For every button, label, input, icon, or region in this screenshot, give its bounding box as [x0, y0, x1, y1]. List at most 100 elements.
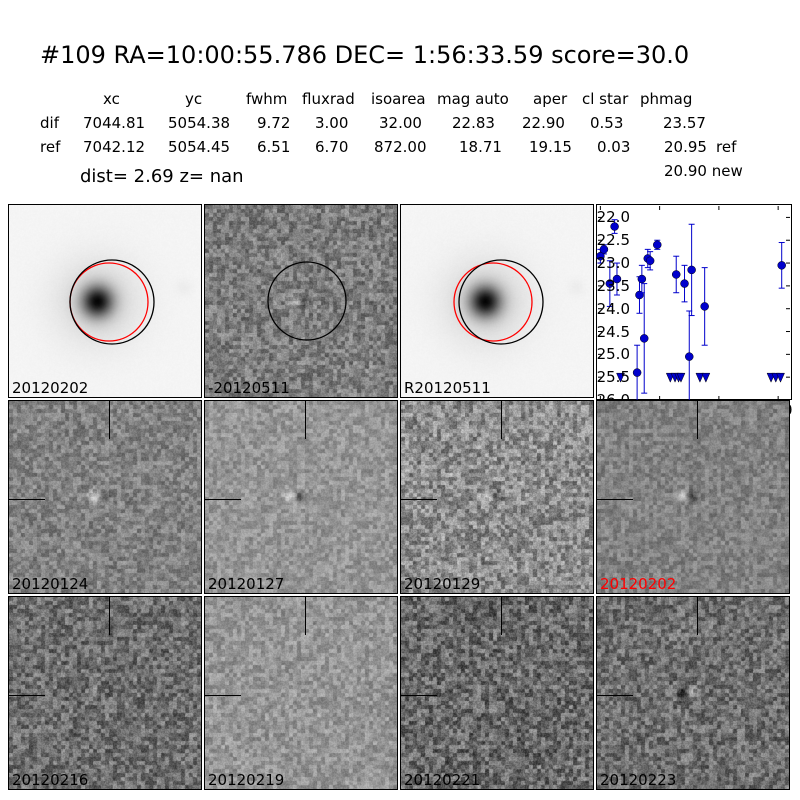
y-tick-label: 23.5 — [596, 276, 630, 295]
image-panel-diff: -20120511 — [204, 204, 398, 398]
cell-value: 19.15 — [529, 138, 572, 156]
col-header: isoarea — [371, 90, 426, 108]
ref-suffix: ref — [716, 138, 737, 156]
distance-redshift: dist= 2.69 z= nan — [80, 166, 244, 187]
crosshair-vertical — [305, 401, 306, 439]
new-mag: 20.90 new — [664, 162, 743, 180]
stamp-label: 20120223 — [600, 771, 677, 789]
data-point — [639, 334, 649, 343]
data-point — [605, 279, 615, 288]
cell-value: 22.83 — [452, 114, 495, 132]
cell-value: 6.70 — [315, 138, 349, 156]
stamp-image — [205, 401, 397, 593]
panel-image — [401, 205, 593, 397]
cell-value: 20.95 — [664, 138, 707, 156]
stamp-panel-20120216: 20120216 — [8, 596, 202, 790]
stamp-panel-20120129: 20120129 — [400, 400, 594, 594]
cell-value: 22.90 — [522, 114, 565, 132]
stamp-label: 20120124 — [12, 575, 89, 593]
col-header: phmag — [640, 90, 693, 108]
cell-value: 6.51 — [257, 138, 291, 156]
black-circle — [69, 259, 155, 345]
black-circle — [458, 259, 544, 345]
aperture-circles — [453, 259, 544, 345]
crosshair-vertical — [109, 597, 110, 635]
data-point — [645, 256, 655, 266]
stamp-image — [9, 401, 201, 593]
data-point — [680, 279, 689, 288]
crosshair-vertical — [501, 401, 502, 439]
image-panel-20120202: 20120202 — [8, 204, 202, 398]
light-curve-chart: 22.022.523.023.524.024.525.025.526.00501… — [596, 204, 793, 419]
stamp-label: 20120216 — [12, 771, 89, 789]
col-header: mag auto — [437, 90, 509, 108]
y-tick-label: 25.5 — [596, 368, 630, 387]
crosshair-vertical — [697, 597, 698, 635]
y-tick-label: 22.0 — [596, 208, 630, 227]
data-point — [612, 274, 622, 284]
data-point — [610, 222, 619, 231]
stamp-image — [597, 401, 789, 593]
crosshair-horizontal — [9, 695, 45, 696]
row-label-dif: dif — [40, 114, 59, 132]
stamp-label: 20120221 — [404, 771, 481, 789]
col-header: cl star — [582, 90, 629, 108]
data-point — [685, 352, 694, 361]
col-header: fwhm — [246, 90, 288, 108]
row-label-ref: ref — [40, 138, 61, 156]
y-tick-label: 24.5 — [596, 322, 630, 341]
cell-value: 7044.81 — [83, 114, 146, 132]
crosshair-vertical — [109, 401, 110, 439]
stamp-panel-20120124: 20120124 — [8, 400, 202, 594]
crosshair-horizontal — [597, 499, 633, 500]
panel-image — [205, 205, 397, 397]
image-panel-ref: R20120511 — [400, 204, 594, 398]
crosshair-horizontal — [205, 499, 241, 500]
light-curve-svg — [596, 204, 792, 401]
panel-label: R20120511 — [404, 379, 491, 397]
stamp-panel-20120221: 20120221 — [400, 596, 594, 790]
cell-value: 32.00 — [379, 114, 422, 132]
stamp-panel-20120202: 20120202 — [596, 400, 790, 594]
crosshair-vertical — [501, 597, 502, 635]
stamp-label: 20120219 — [208, 771, 285, 789]
y-tick-label: 23.0 — [596, 254, 630, 273]
upper-limit-marker — [701, 372, 711, 383]
cell-value: 23.57 — [663, 114, 706, 132]
red-circle — [69, 262, 149, 342]
plot-frame — [596, 204, 792, 400]
stamp-label: 20120202 — [600, 575, 677, 593]
cell-value: 0.03 — [597, 138, 631, 156]
col-header: fluxrad — [302, 90, 355, 108]
stamp-image — [205, 597, 397, 789]
crosshair-horizontal — [9, 499, 45, 500]
stamp-image — [597, 597, 789, 789]
panel-label: 20120202 — [12, 379, 89, 397]
candidate-title: #109 RA=10:00:55.786 DEC= 1:56:33.59 sco… — [40, 41, 690, 69]
stamp-image — [401, 401, 593, 593]
cell-value: 5054.45 — [168, 138, 231, 156]
upper-limit-marker — [676, 372, 686, 383]
stamp-panel-20120223: 20120223 — [596, 596, 790, 790]
stamp-image — [401, 597, 593, 789]
crosshair-horizontal — [205, 695, 241, 696]
crosshair-vertical — [305, 597, 306, 635]
upper-limit-marker — [695, 372, 705, 383]
data-point — [687, 265, 696, 275]
col-header: aper — [533, 90, 568, 108]
red-circle — [453, 262, 533, 342]
panel-image — [9, 205, 201, 397]
upper-limit-marker — [616, 372, 625, 383]
cell-value: 18.71 — [459, 138, 502, 156]
crosshair-horizontal — [597, 695, 633, 696]
col-header: yc — [185, 90, 203, 108]
cell-value: 9.72 — [257, 114, 291, 132]
aperture-circles — [69, 259, 155, 345]
cell-value: 3.00 — [315, 114, 349, 132]
stamp-label: 20120129 — [404, 575, 481, 593]
data-point — [777, 261, 786, 270]
stamp-image — [9, 597, 201, 789]
data-point — [637, 274, 647, 284]
stamp-panel-20120127: 20120127 — [204, 400, 398, 594]
cell-value: 7042.12 — [83, 138, 146, 156]
